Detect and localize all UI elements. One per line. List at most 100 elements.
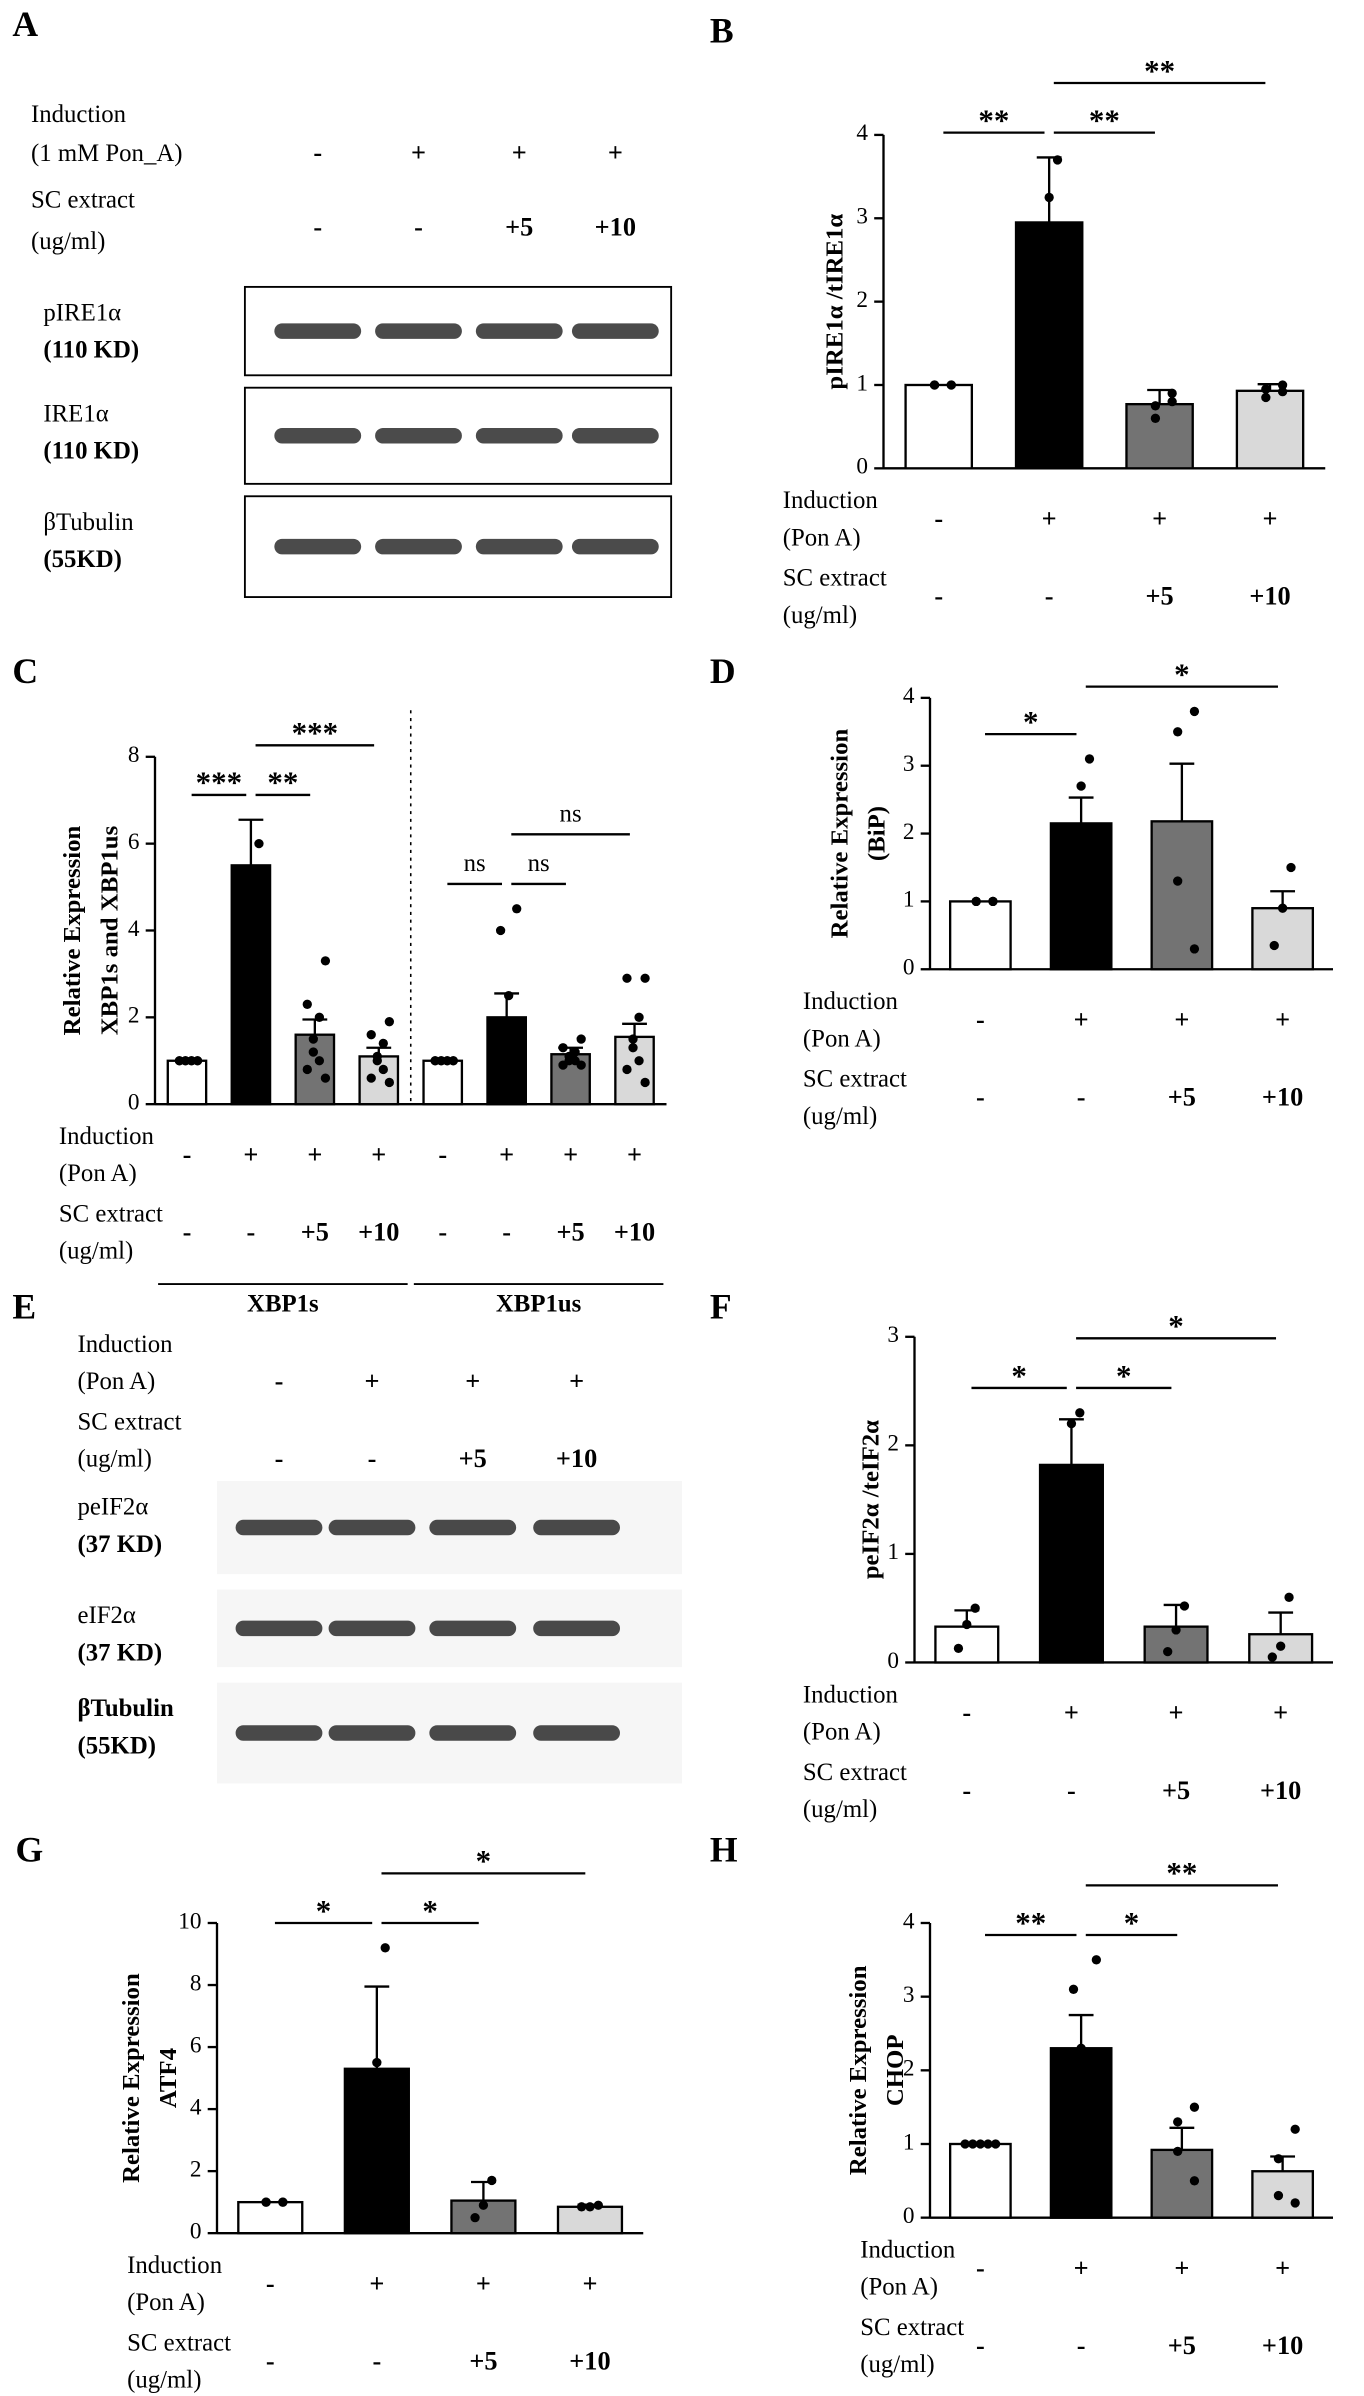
- data-point: [1269, 940, 1279, 951]
- data-point: [366, 1030, 376, 1040]
- blot-band: [328, 1620, 416, 1637]
- significance-label: *: [1124, 1905, 1139, 1940]
- condition-level: -: [1067, 1776, 1076, 1805]
- condition-level: +10: [1262, 1083, 1303, 1112]
- y-tick-label: 0: [903, 955, 915, 981]
- blot-band: [533, 1620, 620, 1637]
- significance-label: *: [1174, 656, 1189, 691]
- data-point: [302, 1064, 312, 1075]
- blot-band: [274, 323, 362, 339]
- data-point: [1066, 1418, 1077, 1429]
- data-point: [946, 380, 956, 390]
- condition-label: (1 mM Pon_A): [31, 140, 183, 167]
- condition-level: +: [627, 1140, 642, 1169]
- data-point: [448, 1056, 458, 1066]
- condition-label: SC extract: [78, 1408, 182, 1435]
- condition-level: +5: [557, 1217, 585, 1246]
- bar: [948, 2142, 1012, 2219]
- condition-label: (Pon A): [127, 2289, 205, 2316]
- blot-band: [429, 1725, 517, 1741]
- data-point: [988, 896, 998, 907]
- blot-row-size: (55KD): [43, 546, 121, 573]
- y-axis-label: CHOP: [882, 2035, 909, 2107]
- condition-level: +: [1263, 504, 1278, 533]
- y-tick-label: 3: [856, 204, 868, 230]
- data-point: [1091, 1955, 1102, 1965]
- blot-band: [571, 428, 659, 444]
- bar: [1049, 822, 1113, 971]
- condition-level: +: [465, 1366, 480, 1395]
- group-label: XBP1s: [247, 1290, 319, 1317]
- data-point: [308, 1034, 318, 1044]
- data-point: [1273, 2190, 1284, 2201]
- condition-label: Induction: [59, 1123, 155, 1150]
- data-point: [1068, 1984, 1079, 1994]
- data-point: [1290, 2124, 1300, 2134]
- data-point: [512, 1077, 522, 1088]
- data-point: [593, 2200, 603, 2210]
- data-point: [1273, 2154, 1284, 2164]
- blot-row-name: βTubulin: [78, 1695, 174, 1722]
- blot-band: [533, 1725, 620, 1741]
- y-tick-label: 0: [128, 1090, 140, 1116]
- condition-level: +: [1275, 1005, 1290, 1034]
- data-point: [1261, 384, 1271, 394]
- significance-label: ***: [292, 715, 338, 750]
- y-tick-label: 8: [128, 742, 140, 768]
- y-tick-label: 0: [856, 454, 868, 480]
- condition-level: +: [569, 1366, 584, 1395]
- condition-level: +5: [1146, 582, 1174, 611]
- data-point: [380, 1943, 390, 1953]
- data-point: [1163, 1646, 1173, 1657]
- blot-row-size: (110 KD): [43, 438, 139, 465]
- condition-level: -: [183, 1217, 192, 1246]
- data-point: [192, 1056, 203, 1066]
- data-point: [1284, 1592, 1294, 1602]
- significance-label: *: [1011, 1358, 1026, 1393]
- condition-label: (ug/ml): [78, 1446, 152, 1473]
- data-point: [1084, 2102, 1094, 2112]
- data-point: [1267, 1652, 1277, 1662]
- panel-letter: B: [710, 10, 734, 50]
- condition-level: +5: [1168, 2331, 1196, 2360]
- data-point: [238, 882, 248, 892]
- data-point: [512, 904, 522, 914]
- condition-level: +: [307, 1140, 322, 1169]
- data-point: [1286, 862, 1296, 873]
- blot-row-size: (110 KD): [43, 337, 139, 364]
- blot-row-size: (37 KD): [78, 1531, 163, 1558]
- data-point: [640, 1077, 650, 1088]
- condition-level: +: [563, 1140, 578, 1169]
- data-point: [622, 973, 632, 983]
- bar: [166, 1059, 208, 1106]
- condition-level: +10: [556, 1444, 597, 1473]
- condition-label: SC extract: [59, 1201, 163, 1228]
- data-point: [1171, 1625, 1181, 1635]
- data-point: [1173, 727, 1183, 737]
- condition-level: -: [976, 1005, 985, 1034]
- data-point: [1061, 2117, 1071, 2127]
- y-axis-label: (BiP): [864, 806, 891, 861]
- condition-label: (Pon A): [803, 1025, 881, 1052]
- blot-band: [274, 538, 362, 555]
- condition-level: +: [1074, 2253, 1089, 2282]
- data-point: [302, 999, 312, 1009]
- blot-band: [274, 428, 362, 444]
- data-point: [1179, 1601, 1190, 1611]
- data-point: [478, 2200, 489, 2210]
- condition-level: -: [313, 138, 322, 167]
- data-point: [1075, 1408, 1085, 1418]
- blot-row-name: βTubulin: [43, 509, 134, 536]
- condition-label: SC extract: [31, 186, 135, 213]
- data-point: [960, 2139, 970, 2149]
- y-tick-label: 6: [190, 2032, 202, 2058]
- condition-level: +: [608, 138, 623, 167]
- y-tick-label: 1: [887, 1539, 899, 1565]
- group-label: XBP1us: [496, 1290, 582, 1317]
- significance-label: **: [1015, 1905, 1046, 1940]
- condition-level: -: [275, 1366, 284, 1395]
- y-tick-label: 3: [903, 751, 915, 777]
- significance-label: **: [1144, 53, 1175, 88]
- condition-label: Induction: [783, 487, 879, 514]
- condition-level: -: [266, 2269, 275, 2298]
